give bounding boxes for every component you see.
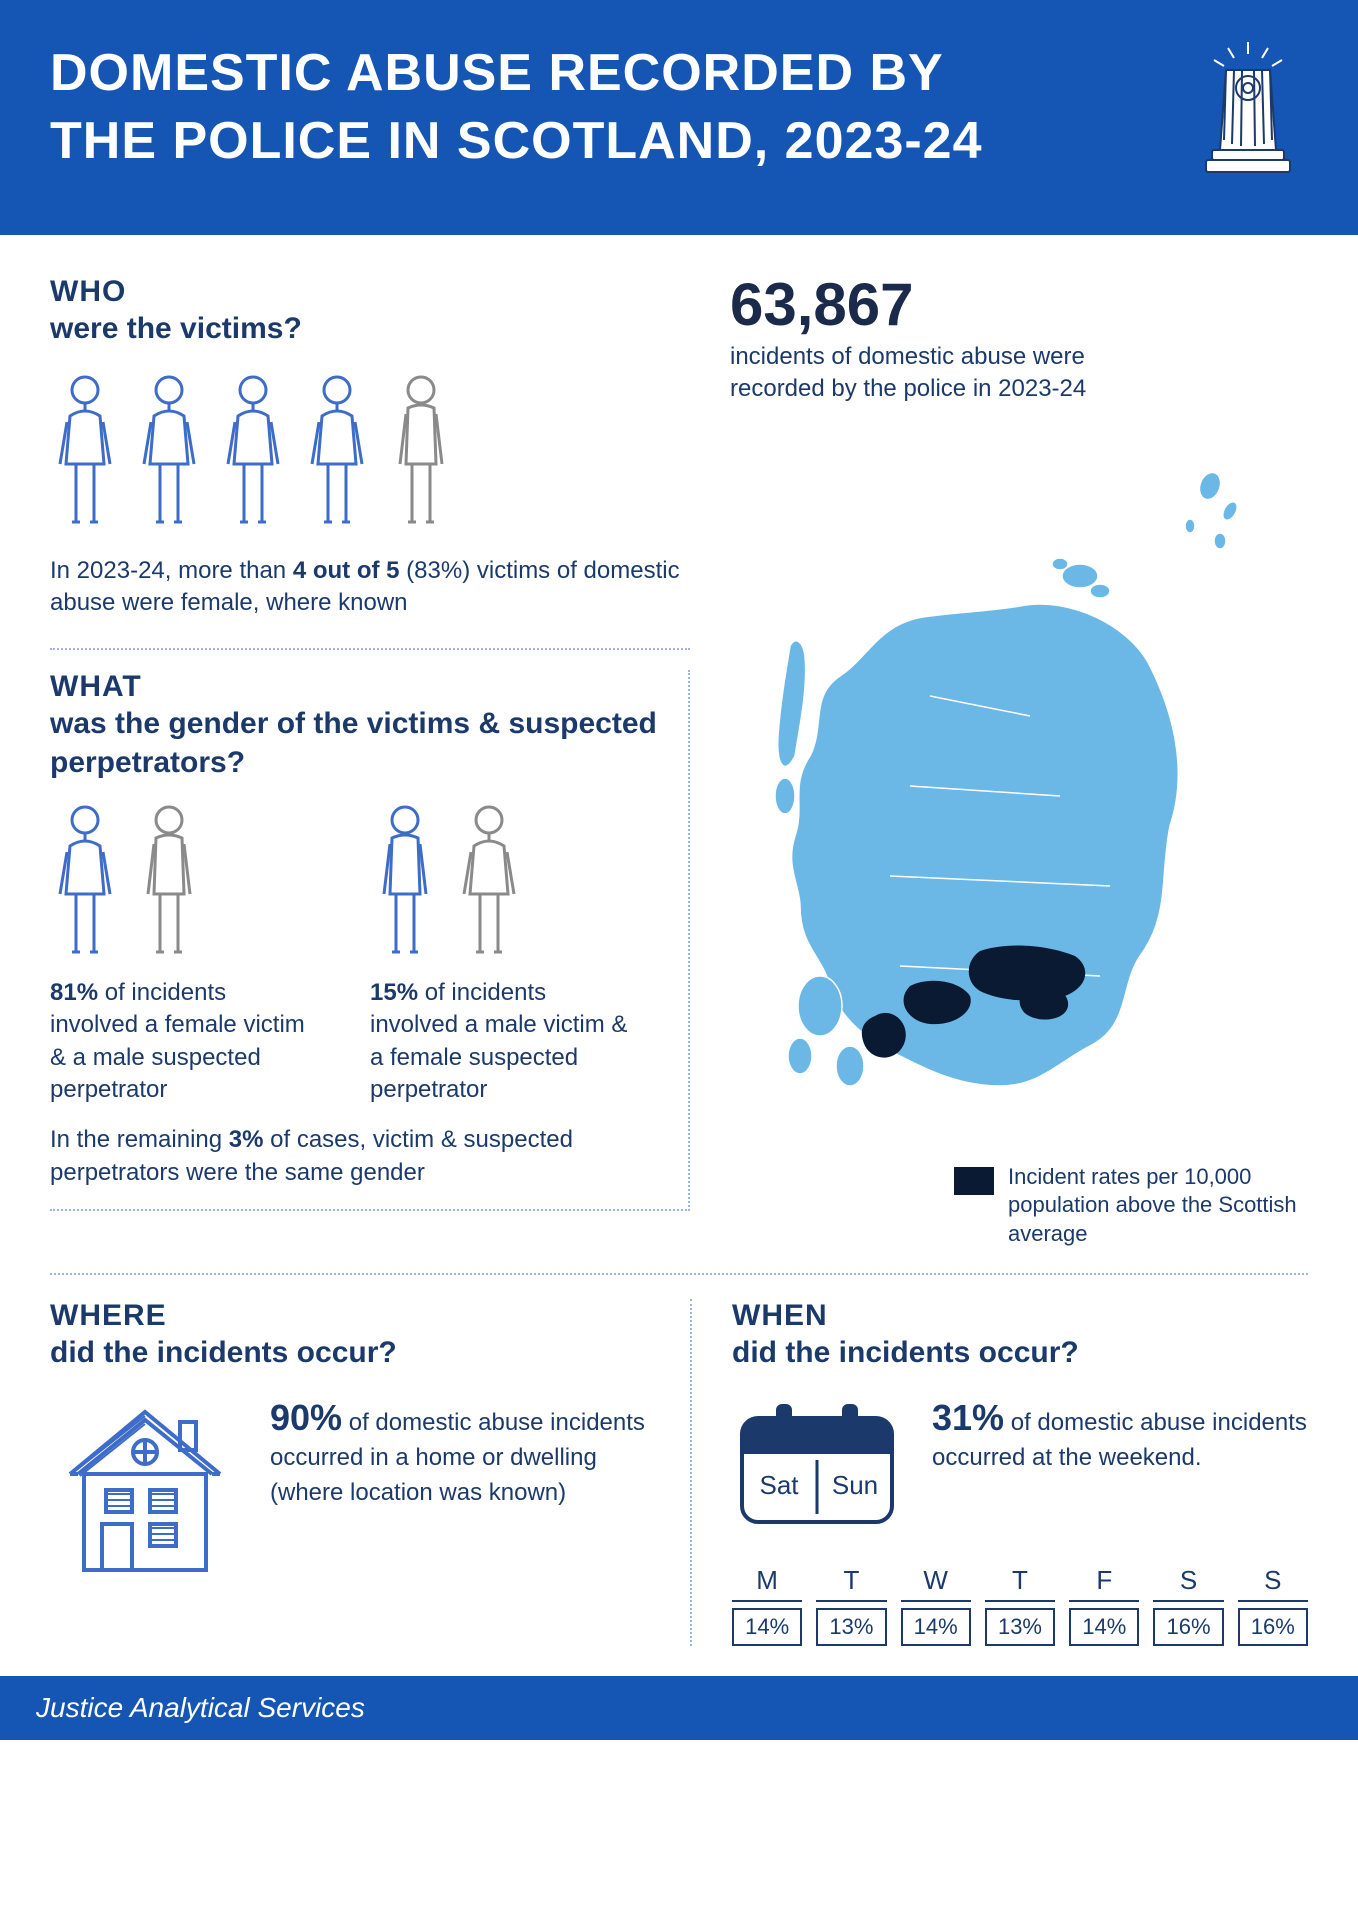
day-cell: M 14% xyxy=(732,1565,802,1646)
siren-icon xyxy=(1188,40,1308,185)
day-cell: T 13% xyxy=(816,1565,886,1646)
day-label: T xyxy=(985,1565,1055,1602)
day-cell: T 13% xyxy=(985,1565,1055,1646)
who-heading: WHO xyxy=(50,275,690,309)
left-column: WHO were the victims? xyxy=(50,275,690,1249)
title-line-2: THE POLICE IN SCOTLAND, 2023-24 xyxy=(50,112,983,170)
when-subheading: did the incidents occur? xyxy=(732,1333,1308,1372)
header: DOMESTIC ABUSE RECORDED BY THE POLICE IN… xyxy=(0,0,1358,235)
day-cell: S 16% xyxy=(1153,1565,1223,1646)
what-group-1: 81% of incidents involved a female victi… xyxy=(50,802,310,1107)
day-label: T xyxy=(816,1565,886,1602)
scotland-map xyxy=(730,446,1308,1151)
who-subheading: were the victims? xyxy=(50,309,690,348)
when-heading: WHEN xyxy=(732,1299,1308,1333)
title-line-1: DOMESTIC ABUSE RECORDED BY xyxy=(50,44,944,102)
day-value: 16% xyxy=(1153,1608,1223,1646)
day-value: 13% xyxy=(985,1608,1055,1646)
who-people-row xyxy=(50,372,690,537)
headline-label: incidents of domestic abuse were recorde… xyxy=(730,341,1090,406)
right-column: 63,867 incidents of domestic abuse were … xyxy=(730,275,1308,1249)
day-cell: W 14% xyxy=(901,1565,971,1646)
what-gender-groups: 81% of incidents involved a female victi… xyxy=(50,802,668,1107)
map-legend: Incident rates per 10,000 population abo… xyxy=(730,1163,1308,1249)
day-label: S xyxy=(1153,1565,1223,1602)
day-label: F xyxy=(1069,1565,1139,1602)
footer-text: Justice Analytical Services xyxy=(36,1692,365,1723)
headline-stat: 63,867 incidents of domestic abuse were … xyxy=(730,275,1308,406)
who-section: WHO were the victims? xyxy=(50,275,690,650)
day-cell: F 14% xyxy=(1069,1565,1139,1646)
what-group2-people xyxy=(370,802,630,967)
footer: Justice Analytical Services xyxy=(0,1676,1358,1740)
page-title: DOMESTIC ABUSE RECORDED BY THE POLICE IN… xyxy=(50,40,983,175)
what-group2-text: 15% of incidents involved a male victim … xyxy=(370,977,630,1107)
house-icon xyxy=(50,1394,240,1589)
what-subheading: was the gender of the victims & suspecte… xyxy=(50,704,668,782)
what-group1-text: 81% of incidents involved a female victi… xyxy=(50,977,310,1107)
where-stat: 90% of domestic abuse incidents occurred… xyxy=(270,1394,650,1475)
day-value: 16% xyxy=(1238,1608,1308,1646)
what-section: WHAT was the gender of the victims & sus… xyxy=(50,670,690,1211)
bottom-row: WHERE did the incidents occur? xyxy=(50,1273,1308,1646)
day-label: M xyxy=(732,1565,802,1602)
when-stat: 31% of domestic abuse incidents occurred… xyxy=(932,1394,1308,1475)
where-subheading: did the incidents occur? xyxy=(50,1333,650,1372)
what-remainder: In the remaining 3% of cases, victim & s… xyxy=(50,1124,668,1189)
day-value: 13% xyxy=(816,1608,886,1646)
top-row: WHO were the victims? xyxy=(50,275,1308,1249)
svg-text:Sat: Sat xyxy=(759,1470,799,1500)
content: WHO were the victims? xyxy=(0,235,1358,1676)
when-text-block: 31% of domestic abuse incidents occurred… xyxy=(932,1394,1308,1475)
day-label: W xyxy=(901,1565,971,1602)
day-value: 14% xyxy=(1069,1608,1139,1646)
when-section: WHEN did the incidents occur? Sat Sun xyxy=(690,1299,1308,1646)
what-heading: WHAT xyxy=(50,670,668,704)
legend-swatch xyxy=(954,1167,994,1195)
day-value: 14% xyxy=(732,1608,802,1646)
legend-text: Incident rates per 10,000 population abo… xyxy=(1008,1163,1308,1249)
headline-number: 63,867 xyxy=(730,275,1308,335)
who-caption: In 2023-24, more than 4 out of 5 (83%) v… xyxy=(50,555,690,620)
where-note: (where location was known) xyxy=(270,1477,650,1509)
calendar-icon: Sat Sun xyxy=(732,1394,902,1539)
where-text-block: 90% of domestic abuse incidents occurred… xyxy=(270,1394,650,1509)
where-section: WHERE did the incidents occur? xyxy=(50,1299,650,1646)
day-cell: S 16% xyxy=(1238,1565,1308,1646)
what-group1-people xyxy=(50,802,310,967)
where-content: 90% of domestic abuse incidents occurred… xyxy=(50,1394,650,1589)
when-content: Sat Sun 31% of domestic abuse incidents … xyxy=(732,1394,1308,1539)
day-value: 14% xyxy=(901,1608,971,1646)
day-label: S xyxy=(1238,1565,1308,1602)
what-group-2: 15% of incidents involved a male victim … xyxy=(370,802,630,1107)
where-heading: WHERE xyxy=(50,1299,650,1333)
svg-text:Sun: Sun xyxy=(832,1470,878,1500)
day-of-week-row: M 14%T 13%W 14%T 13%F 14%S 16%S 16% xyxy=(732,1565,1308,1646)
